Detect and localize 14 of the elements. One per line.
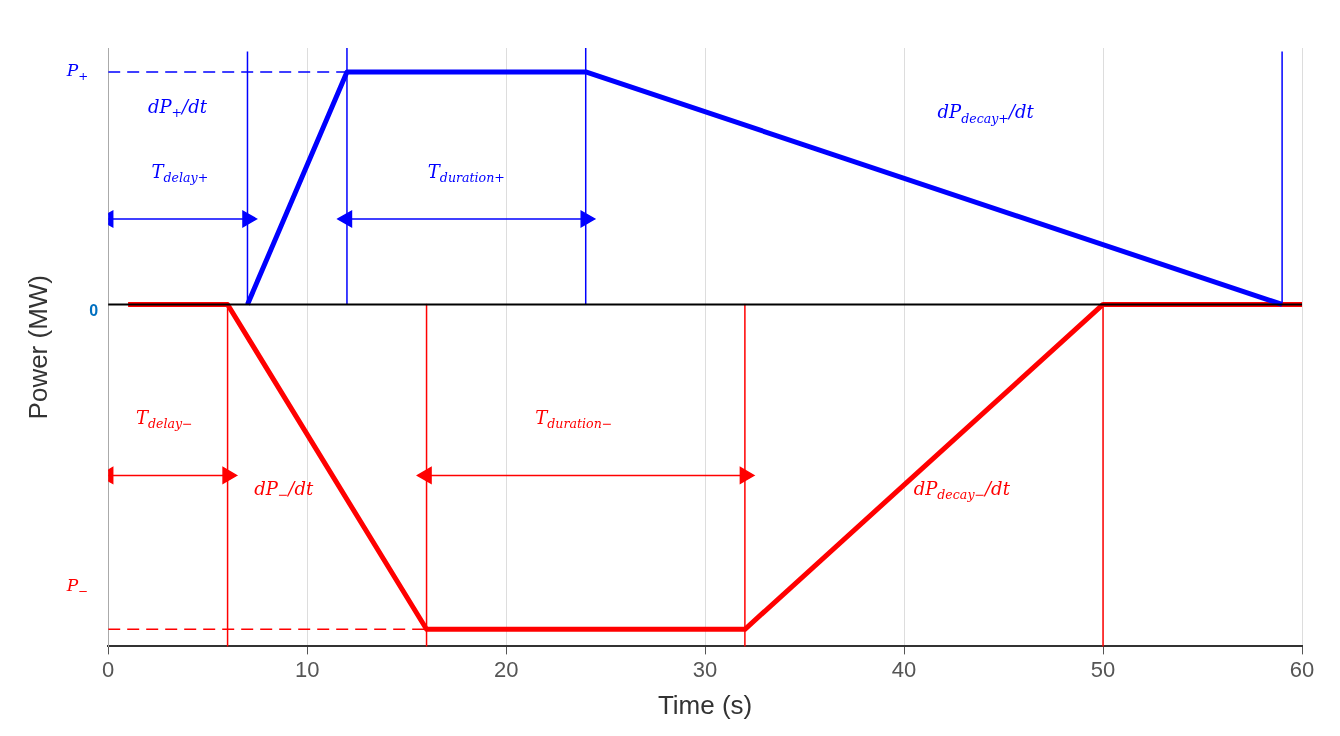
x-tick-label: 30: [692, 656, 718, 682]
text: 0: [89, 301, 99, 319]
annotation: dP−/dt: [254, 478, 314, 503]
x-tick-label: 60: [1289, 656, 1315, 682]
y-axis-title: Power (MW): [22, 274, 53, 420]
x-tick-label: 50: [1090, 656, 1116, 682]
x-tick-label: 0: [102, 656, 115, 682]
x-tick-label: 20: [493, 656, 519, 682]
text: P−: [65, 574, 89, 598]
annotation: dP+/dt: [147, 95, 208, 120]
x-axis-title: Time (s): [657, 689, 753, 720]
x-tick-label: 10: [294, 656, 320, 682]
x-tick-label: 40: [891, 656, 917, 682]
text: P+: [65, 60, 89, 84]
